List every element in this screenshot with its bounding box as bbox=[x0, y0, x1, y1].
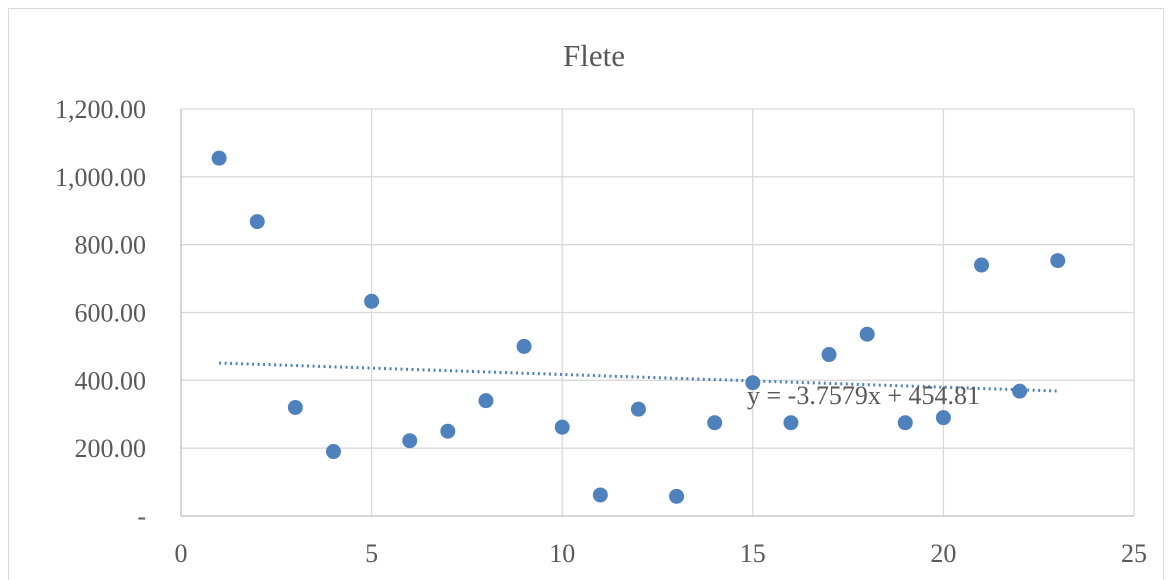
gridlines bbox=[180, 108, 1135, 517]
data-point bbox=[821, 347, 837, 363]
data-point bbox=[669, 488, 685, 504]
data-point bbox=[974, 257, 990, 273]
data-point bbox=[402, 433, 418, 449]
x-axis-ticks: 0 5 10 15 20 25 bbox=[175, 539, 1148, 568]
data-point bbox=[516, 338, 532, 354]
y-tick-label: 800.00 bbox=[75, 231, 147, 260]
chart-title: Flete bbox=[563, 38, 625, 73]
x-tick-label: 25 bbox=[1121, 539, 1147, 568]
x-tick-label: 0 bbox=[175, 539, 188, 568]
data-point bbox=[859, 326, 875, 342]
y-tick-label: 1,200.00 bbox=[55, 95, 146, 124]
data-point bbox=[325, 444, 341, 460]
data-point bbox=[935, 410, 951, 426]
data-points bbox=[211, 150, 1066, 504]
trendline-equation: y = -3.7579x + 454.81 bbox=[747, 381, 980, 410]
data-point bbox=[707, 415, 723, 431]
y-tick-label: - bbox=[137, 502, 146, 531]
trendline-group bbox=[219, 361, 1058, 393]
data-point bbox=[630, 401, 646, 417]
data-point bbox=[554, 419, 570, 435]
data-point bbox=[1050, 253, 1066, 269]
data-point bbox=[249, 214, 265, 230]
data-point bbox=[440, 423, 456, 439]
data-point bbox=[287, 399, 303, 415]
y-tick-label: 400.00 bbox=[75, 366, 147, 395]
y-tick-label: 200.00 bbox=[75, 434, 147, 463]
y-tick-label: 1,000.00 bbox=[55, 163, 146, 192]
trendline bbox=[219, 361, 1058, 393]
data-point bbox=[478, 393, 494, 409]
chart-frame bbox=[8, 8, 1164, 580]
data-point bbox=[364, 293, 380, 309]
data-point bbox=[592, 487, 608, 503]
data-point bbox=[783, 415, 799, 431]
x-tick-label: 10 bbox=[549, 539, 575, 568]
data-point bbox=[211, 150, 227, 166]
data-point bbox=[897, 415, 913, 431]
y-tick-label: 600.00 bbox=[75, 299, 147, 328]
data-point bbox=[745, 375, 761, 391]
x-tick-label: 15 bbox=[740, 539, 766, 568]
data-point bbox=[1012, 383, 1028, 399]
x-tick-label: 5 bbox=[365, 539, 378, 568]
y-axis-ticks: - 200.00 400.00 600.00 800.00 1,000.00 1,200.0… bbox=[55, 95, 146, 531]
x-tick-label: 20 bbox=[930, 539, 956, 568]
